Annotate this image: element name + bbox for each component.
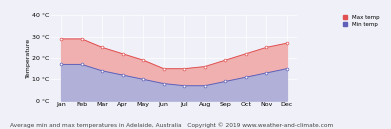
Legend: Max temp, Min temp: Max temp, Min temp: [342, 14, 380, 28]
Text: Average min and max temperatures in Adelaide, Australia   Copyright © 2019 www.w: Average min and max temperatures in Adel…: [11, 122, 334, 128]
Y-axis label: Temperature: Temperature: [26, 38, 30, 78]
